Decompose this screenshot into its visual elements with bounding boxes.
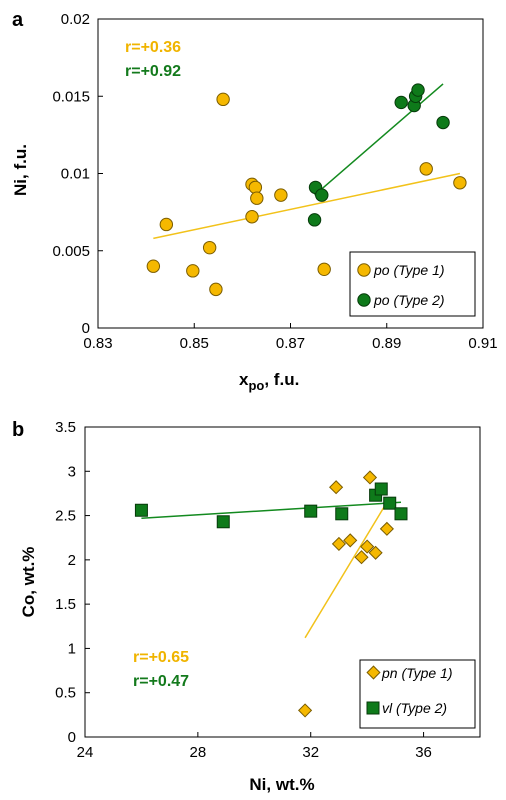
panel-b-y-tick-label: 0 <box>68 729 76 746</box>
panel-a-y-tick-label: 0.01 <box>61 166 90 183</box>
panel-a-x-tick-label: 0.91 <box>468 335 497 352</box>
panel-a-x-axis-title-main: x <box>239 370 249 389</box>
panel-a-point-type2 <box>315 188 329 202</box>
panel-a-point-type1 <box>146 259 161 273</box>
panel-a-r-type1: r=+0.36 <box>125 39 181 56</box>
panel-b-legend-label-type1: pn (Type 1) <box>381 665 453 681</box>
panel-b-y-tick-label: 0.5 <box>55 685 76 702</box>
panel-b-x-tick-label: 32 <box>302 744 319 761</box>
panel-b-legend-label-type2: vl (Type 2) <box>382 700 447 716</box>
panel-a-point-type1 <box>274 188 288 202</box>
panel-b-point-type1 <box>360 539 375 554</box>
panel-a-y-tick-label: 0 <box>82 320 90 337</box>
panel-a-point-type1 <box>317 262 331 276</box>
panel-a-label: a <box>12 9 24 31</box>
panel-a-point-type1 <box>216 92 230 107</box>
panel-b-y-tick-label: 2 <box>68 552 76 569</box>
panel-a-legend: po (Type 1) po (Type 2) <box>349 251 476 317</box>
panel-b-y-axis-title: Co, wt.% <box>19 547 38 618</box>
panel-b-y-tick-label: 1.5 <box>55 596 76 613</box>
panel-b-y-tick-label: 3.5 <box>55 419 76 436</box>
panel-b-trendlines <box>141 501 402 639</box>
panel-b-point-type2 <box>394 507 408 521</box>
panel-a-trendline-type2 <box>314 83 444 196</box>
panel-a-point-type1 <box>245 210 259 224</box>
panel-a-x-axis-title-rest: , f.u. <box>264 370 299 389</box>
panel-b-point-type2 <box>134 503 148 517</box>
panel-a-y-tick-label: 0.005 <box>52 243 90 260</box>
panel-a-x-tick-label: 0.89 <box>372 335 401 352</box>
panel-b-point-type2 <box>374 482 388 496</box>
panel-a-y-ticks: 0 0.005 0.01 0.015 0.02 <box>52 11 103 337</box>
panel-b-y-ticks: 0 0.5 1 1.5 2 2.5 3 3.5 <box>55 419 90 746</box>
panel-b-y-tick-label: 1 <box>68 640 76 657</box>
panel-b-point-type2 <box>335 507 349 521</box>
panel-a-x-axis-title-sub: po <box>248 378 264 393</box>
panel-b-point-type1 <box>329 480 344 495</box>
panel-a-x-tick-label: 0.83 <box>83 335 112 352</box>
panel-a-x-ticks: 0.83 0.85 0.87 0.89 0.91 <box>83 323 498 352</box>
panel-b-point-type2 <box>216 515 230 529</box>
panel-a-y-axis-title: Ni, f.u. <box>11 144 30 196</box>
panel-b-point-type1 <box>298 703 313 718</box>
panel-a-chart: a 0.83 0.85 0.87 0.89 0.91 0 0.005 0.01 0.015 0.… <box>11 9 498 393</box>
panel-b-r-type2: r=+0.47 <box>133 673 189 690</box>
panel-a-point-type1 <box>159 217 174 232</box>
panel-b-x-ticks: 24 28 32 36 <box>77 732 432 761</box>
panel-a-x-tick-label: 0.87 <box>276 335 305 352</box>
panel-b-y-tick-label: 3 <box>68 463 76 480</box>
panel-b-x-tick-label: 36 <box>415 744 432 761</box>
panel-a-point-type2 <box>411 83 425 97</box>
panel-a-point-type1 <box>209 282 223 297</box>
panel-a-point-type1 <box>419 162 433 176</box>
panel-a-points <box>146 83 467 297</box>
panel-b-x-tick-label: 24 <box>77 744 94 761</box>
panel-a-point-type1 <box>202 240 217 255</box>
panel-a-trendlines <box>153 83 461 240</box>
panel-b-legend-marker-type2 <box>366 701 380 715</box>
panel-b-point-type1 <box>331 536 346 551</box>
panel-b-points <box>134 470 408 718</box>
panel-b-x-tick-label: 28 <box>190 744 207 761</box>
panel-a-x-axis-title: xpo, f.u. <box>239 370 299 393</box>
panel-b-trendline-type1 <box>304 501 388 639</box>
panel-a-point-type2 <box>436 115 450 130</box>
panel-b-y-tick-label: 2.5 <box>55 508 76 525</box>
panel-b-point-type1 <box>343 533 358 548</box>
panel-a-legend-marker-type2 <box>357 293 371 307</box>
panel-a-x-tick-label: 0.85 <box>180 335 209 352</box>
panel-b-legend-marker-type1 <box>366 665 381 680</box>
panel-b-point-type1 <box>379 521 394 536</box>
panel-b-point-type2 <box>304 504 318 518</box>
panel-a-point-type1 <box>453 176 467 190</box>
panel-a-y-tick-label: 0.02 <box>61 11 90 28</box>
panel-a-point-type1 <box>186 264 200 278</box>
panel-b-label: b <box>12 419 24 441</box>
panel-b-point-type1 <box>362 470 378 485</box>
panel-a-point-type2 <box>307 213 322 227</box>
panel-a-legend-label-type1: po (Type 1) <box>373 262 445 278</box>
panel-a-trendline-type1 <box>153 172 461 240</box>
panel-b-r-type1: r=+0.65 <box>133 649 189 666</box>
panel-a-y-tick-label: 0.015 <box>52 88 90 105</box>
panel-b-point-type2 <box>383 496 397 510</box>
panel-b-legend: pn (Type 1) vl (Type 2) <box>359 659 476 729</box>
panel-b-trendline-type2 <box>141 501 402 519</box>
panel-b-chart: b 24 28 32 36 0 0.5 1 1.5 2 2.5 3 3.5 Ni, wt.% Co,… <box>12 419 481 794</box>
panel-a-legend-label-type2: po (Type 2) <box>373 292 445 308</box>
panel-b-x-axis-title: Ni, wt.% <box>249 775 314 794</box>
panel-a-legend-marker-type1 <box>357 263 371 277</box>
panel-a-r-type2: r=+0.92 <box>125 63 181 80</box>
panel-b-point-type1 <box>354 550 369 565</box>
panel-a-point-type1 <box>250 191 264 205</box>
panel-a-legend-box <box>349 251 476 317</box>
panel-a-point-type2 <box>394 95 408 110</box>
panel-b-point-type1 <box>368 545 383 560</box>
